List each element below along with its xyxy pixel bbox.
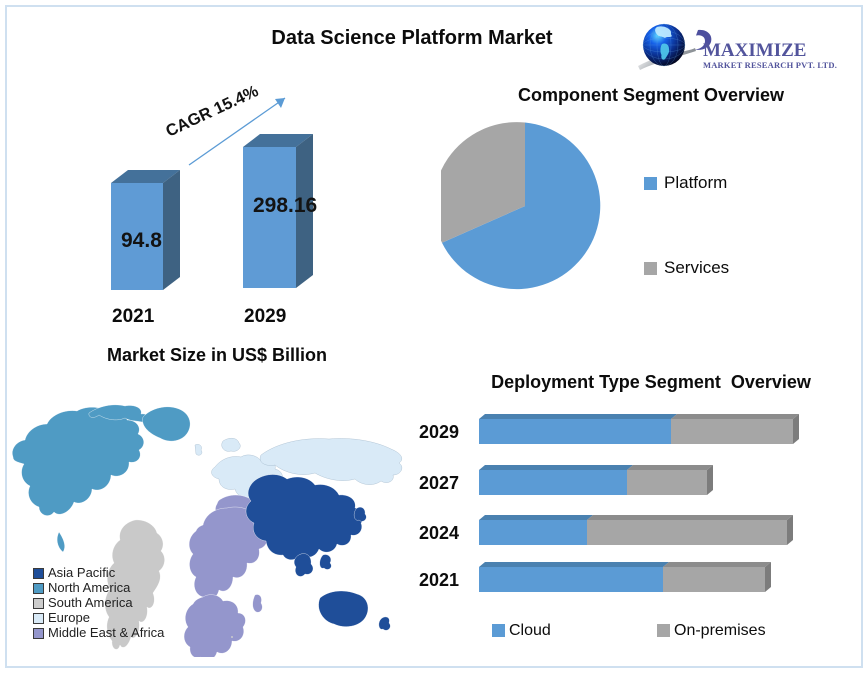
svg-text:2024: 2024 [419,523,459,543]
svg-text:2029: 2029 [244,306,286,327]
svg-text:94.8: 94.8 [121,229,162,252]
svg-text:2021: 2021 [112,306,155,327]
svg-text:298.16: 298.16 [253,194,317,217]
svg-text:Cloud: Cloud [509,622,551,639]
svg-text:2021: 2021 [419,570,459,590]
svg-text:2027: 2027 [419,473,459,493]
svg-text:CAGR 15.4%: CAGR 15.4% [163,82,261,141]
svg-text:On-premises: On-premises [674,622,766,639]
svg-text:2029: 2029 [419,422,459,442]
